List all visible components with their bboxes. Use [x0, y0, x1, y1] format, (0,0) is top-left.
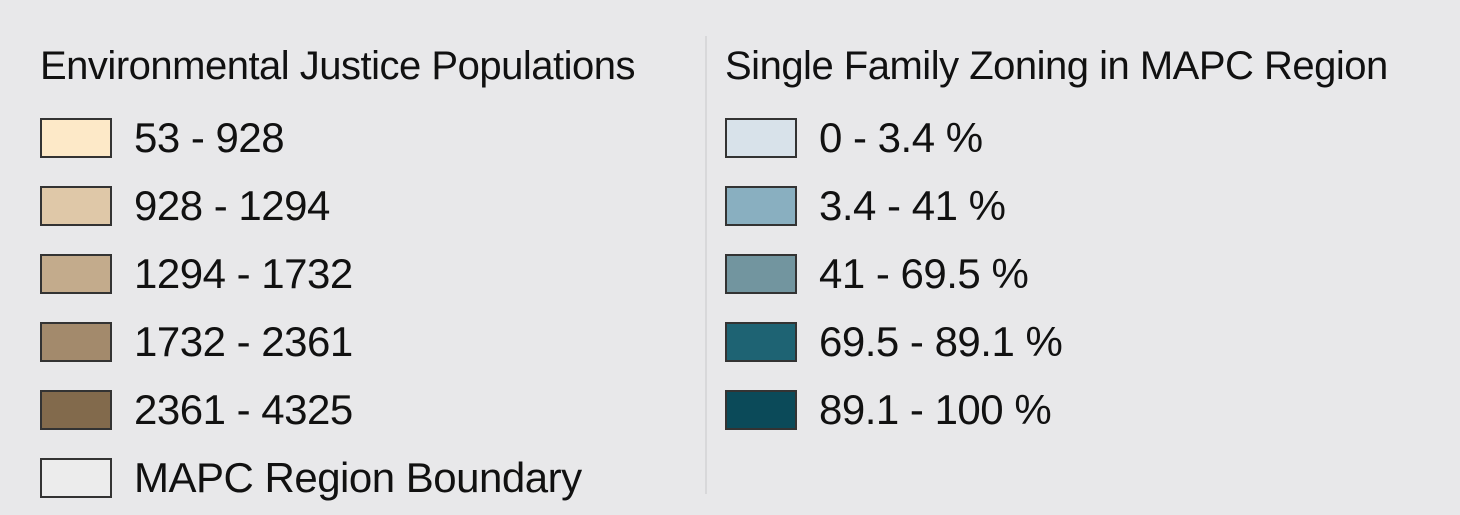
legend-label: 3.4 - 41 % — [819, 182, 1006, 229]
legend-swatch — [40, 118, 112, 158]
legend-item: 69.5 - 89.1 % — [725, 308, 1445, 376]
legend-swatch — [725, 322, 797, 362]
legend-label: 69.5 - 89.1 % — [819, 318, 1063, 365]
single-family-zoning-legend: Single Family Zoning in MAPC Region 0 - … — [725, 40, 1445, 444]
legend-item: 2361 - 4325 — [40, 376, 690, 444]
legend-label: 53 - 928 — [134, 114, 285, 161]
boundary-swatch — [40, 458, 112, 498]
legend-label: 1294 - 1732 — [134, 250, 353, 297]
legend-item: 3.4 - 41 % — [725, 172, 1445, 240]
legend-item: 53 - 928 — [40, 104, 690, 172]
legend-swatch — [40, 322, 112, 362]
legend-label: MAPC Region Boundary — [134, 454, 582, 501]
legend-title: Environmental Justice Populations — [40, 44, 635, 88]
legend-item: 89.1 - 100 % — [725, 376, 1445, 444]
legend-label: 1732 - 2361 — [134, 318, 353, 365]
legend-swatch — [725, 118, 797, 158]
legend-swatch — [40, 254, 112, 294]
legend-label: 41 - 69.5 % — [819, 250, 1029, 297]
legend-item: 41 - 69.5 % — [725, 240, 1445, 308]
legend-label: 2361 - 4325 — [134, 386, 353, 433]
legend-swatch — [725, 254, 797, 294]
legend-item: 0 - 3.4 % — [725, 104, 1445, 172]
legend-label: 0 - 3.4 % — [819, 114, 983, 161]
legend-item: 1732 - 2361 — [40, 308, 690, 376]
legend-item: 928 - 1294 — [40, 172, 690, 240]
legend-title: Single Family Zoning in MAPC Region — [725, 44, 1388, 88]
legend-swatch — [40, 390, 112, 430]
legend-item-boundary: MAPC Region Boundary — [40, 444, 690, 512]
legend-swatch — [40, 186, 112, 226]
legend-label: 928 - 1294 — [134, 182, 330, 229]
legend-item: 1294 - 1732 — [40, 240, 690, 308]
environmental-justice-legend: Environmental Justice Populations 53 - 9… — [40, 40, 690, 512]
legend-swatch — [725, 186, 797, 226]
legend-swatch — [725, 390, 797, 430]
legend-label: 89.1 - 100 % — [819, 386, 1052, 433]
legend-divider — [705, 36, 707, 494]
